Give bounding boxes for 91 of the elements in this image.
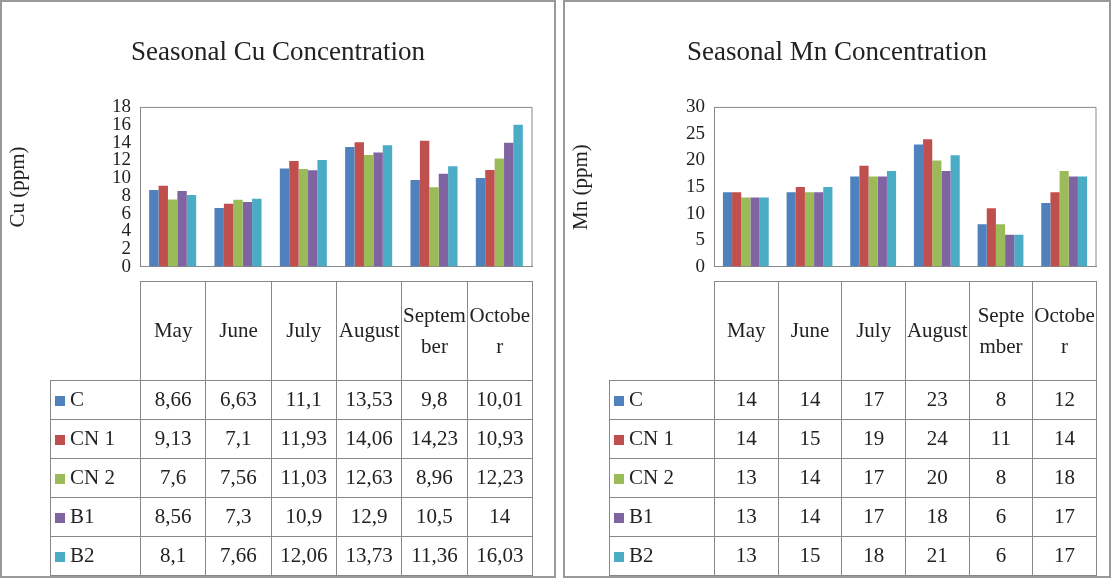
legend-label: CN 2 <box>609 458 715 498</box>
data-label: 10,9 <box>271 497 337 537</box>
data-label: 14 <box>778 458 842 498</box>
data-label: 10,5 <box>401 497 468 537</box>
data-label: 8,1 <box>140 536 206 576</box>
data-label: 7,6 <box>140 458 206 498</box>
data-label: 7,66 <box>205 536 272 576</box>
data-label: 13 <box>714 536 779 576</box>
x-tick-label: May <box>714 281 779 381</box>
data-label: 18 <box>841 536 906 576</box>
data-label: 18 <box>905 497 970 537</box>
data-label: 6 <box>969 536 1033 576</box>
y-axis-title: Mn (ppm) <box>568 144 593 230</box>
data-label: 15 <box>778 419 842 459</box>
y-axis-title: Cu (ppm) <box>5 146 30 228</box>
data-label: 11 <box>969 419 1033 459</box>
legend-label: B1 <box>50 497 141 537</box>
data-label: 8,66 <box>140 380 206 420</box>
x-tick-label: August <box>336 281 402 381</box>
data-label: 12,9 <box>336 497 402 537</box>
x-tick-label: September <box>969 281 1033 381</box>
data-label: 8,56 <box>140 497 206 537</box>
data-label: 10,93 <box>467 419 533 459</box>
y-tick-label: 20 <box>686 148 705 170</box>
data-label: 13,73 <box>336 536 402 576</box>
data-label: 11,1 <box>271 380 337 420</box>
data-label: 13 <box>714 458 779 498</box>
data-label: 20 <box>905 458 970 498</box>
legend-label: CN 1 <box>609 419 715 459</box>
data-label: 14,23 <box>401 419 468 459</box>
data-label: 14 <box>778 497 842 537</box>
x-tick-label: June <box>778 281 842 381</box>
data-label: 19 <box>841 419 906 459</box>
data-label: 6,63 <box>205 380 272 420</box>
x-tick-label: May <box>140 281 206 381</box>
data-label: 17 <box>841 380 906 420</box>
legend-label: CN 2 <box>50 458 141 498</box>
data-label: 13,53 <box>336 380 402 420</box>
data-label: 16,03 <box>467 536 533 576</box>
y-tick-label: 10 <box>686 201 705 223</box>
x-tick-label: September <box>401 281 468 381</box>
data-label: 7,56 <box>205 458 272 498</box>
data-label: 14 <box>467 497 533 537</box>
data-label: 17 <box>841 458 906 498</box>
legend-label: CN 1 <box>50 419 141 459</box>
y-tick-label: 0 <box>695 254 705 276</box>
data-label: 9,8 <box>401 380 468 420</box>
data-label: 8 <box>969 458 1033 498</box>
data-label: 9,13 <box>140 419 206 459</box>
data-label: 11,03 <box>271 458 337 498</box>
data-label: 17 <box>1032 497 1097 537</box>
data-label: 14 <box>1032 419 1097 459</box>
data-label: 17 <box>841 497 906 537</box>
data-label: 14,06 <box>336 419 402 459</box>
x-tick-label: July <box>841 281 906 381</box>
legend-label: B2 <box>609 536 715 576</box>
y-tick-label: 25 <box>686 121 705 143</box>
data-label: 12 <box>1032 380 1097 420</box>
legend-label: C <box>609 380 715 420</box>
data-label: 11,36 <box>401 536 468 576</box>
data-label: 21 <box>905 536 970 576</box>
data-label: 18 <box>1032 458 1097 498</box>
chart-title: Seasonal Cu Concentration <box>130 36 426 67</box>
data-label: 12,63 <box>336 458 402 498</box>
data-label: 11,93 <box>271 419 337 459</box>
data-label: 14 <box>778 380 842 420</box>
legend-label: B1 <box>609 497 715 537</box>
chart-title: Seasonal Mn Concentration <box>686 36 988 67</box>
y-tick-label: 5 <box>695 228 705 250</box>
x-tick-label: June <box>205 281 272 381</box>
x-tick-label: July <box>271 281 337 381</box>
x-tick-label: August <box>905 281 970 381</box>
data-label: 15 <box>778 536 842 576</box>
data-label: 12,06 <box>271 536 337 576</box>
data-label: 7,1 <box>205 419 272 459</box>
data-label: 7,3 <box>205 497 272 537</box>
data-label: 24 <box>905 419 970 459</box>
legend-label: B2 <box>50 536 141 576</box>
data-label: 13 <box>714 497 779 537</box>
data-label: 17 <box>1032 536 1097 576</box>
x-tick-label: October <box>467 281 533 381</box>
data-label: 12,23 <box>467 458 533 498</box>
y-tick-label: 30 <box>686 95 705 117</box>
legend-label: C <box>50 380 141 420</box>
data-label: 8,96 <box>401 458 468 498</box>
x-tick-label: October <box>1032 281 1097 381</box>
data-label: 8 <box>969 380 1033 420</box>
data-label: 6 <box>969 497 1033 537</box>
data-label: 23 <box>905 380 970 420</box>
y-tick-label: 15 <box>686 174 705 196</box>
data-label: 10,01 <box>467 380 533 420</box>
